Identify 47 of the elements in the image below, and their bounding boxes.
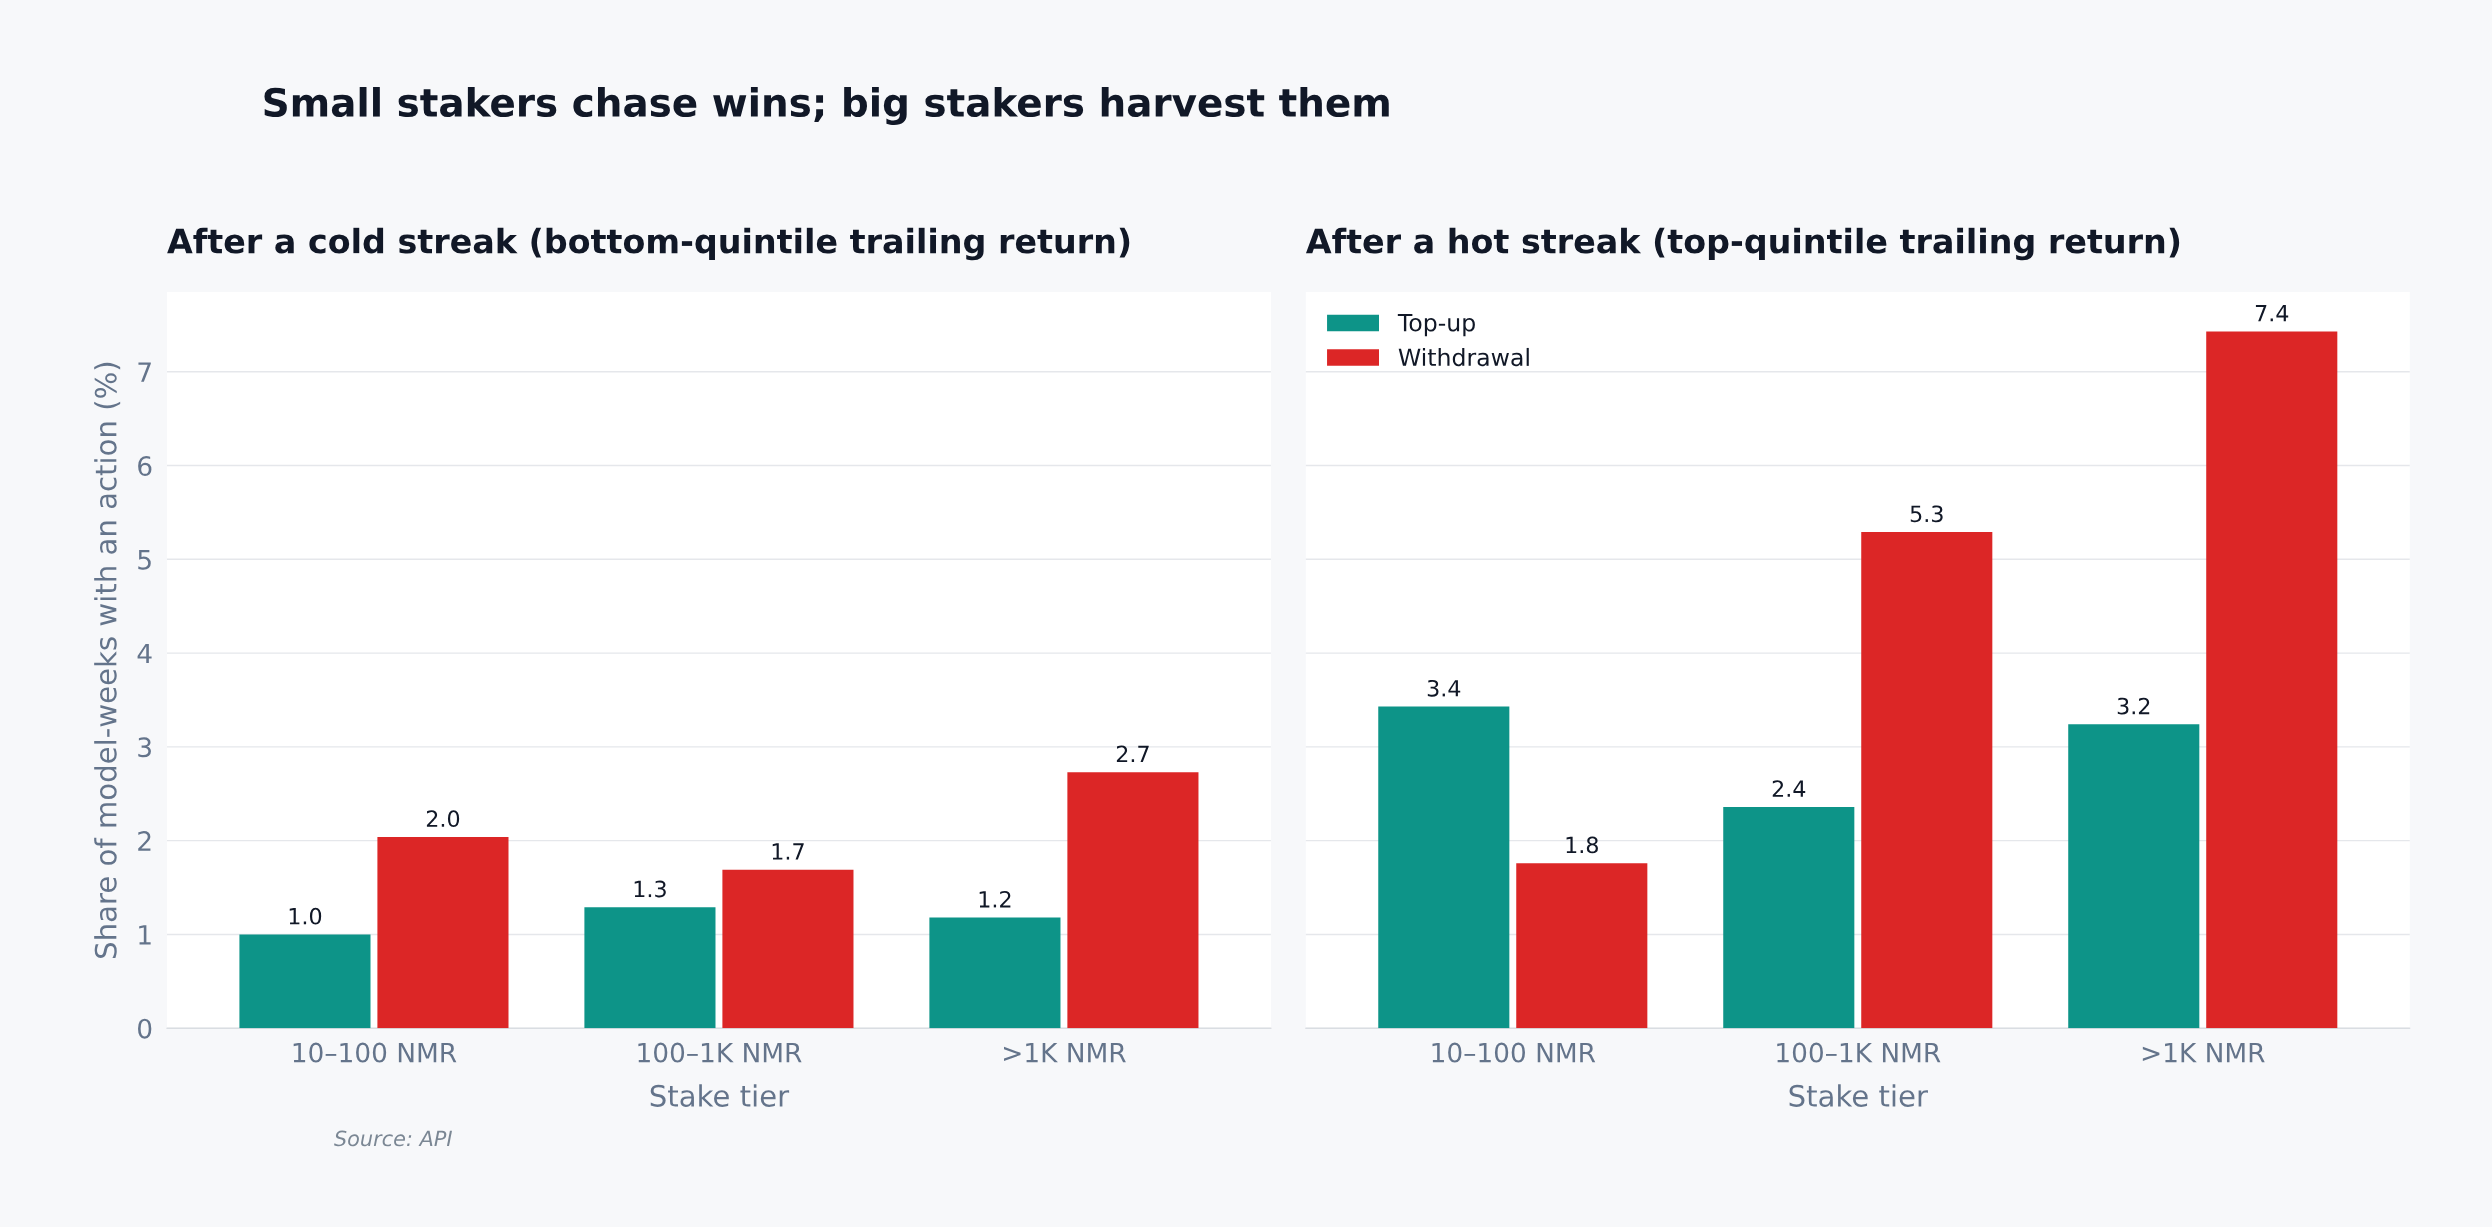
bar: [1378, 706, 1510, 1029]
y-tick-label: 1: [139, 925, 151, 945]
x-tick-label: >1K NMR: [1004, 1042, 1126, 1063]
bar: [1861, 532, 1993, 1029]
data-label: 1.8: [1566, 836, 1598, 854]
y-tick-label: 5: [138, 550, 151, 570]
data-label: 1.2: [979, 890, 1011, 908]
y-tick-label: 0: [138, 1018, 152, 1039]
x-tick-label: 10–100 NMR: [1432, 1042, 1596, 1063]
chart-title: After a hot streak (top-quintile trailing return): [1305, 227, 2180, 261]
y-axis-title: Share of model-weeks with an action (%): [94, 362, 121, 958]
chart-title: Small stakers chase wins; big stakers harvest them: [264, 87, 1389, 125]
x-tick-label: 100–1K NMR: [1777, 1042, 1941, 1063]
y-tick-label: 2: [138, 831, 151, 851]
y-tick-label: 7: [138, 362, 151, 382]
bar: [722, 869, 854, 1029]
x-tick-label: 10–100 NMR: [293, 1042, 457, 1063]
bar: [584, 907, 716, 1029]
x-axis-title: Stake tier: [650, 1084, 790, 1107]
y-tick-label: 3: [138, 737, 151, 758]
bar: [1723, 806, 1855, 1029]
legend-label: Top-up: [1397, 314, 1475, 337]
bar: [2206, 331, 2338, 1029]
y-tick-label: 4: [137, 643, 152, 664]
data-label: 2.0: [426, 810, 460, 828]
x-axis-title: Stake tier: [1789, 1084, 1928, 1107]
data-label: 1.7: [772, 843, 804, 860]
data-label: 2.7: [1116, 745, 1149, 763]
bar: [1067, 772, 1199, 1029]
data-label: 3.4: [1427, 679, 1461, 697]
y-tick-label: 6: [138, 455, 152, 476]
bar: [239, 934, 371, 1029]
legend-label: Withdrawal: [1398, 347, 1529, 367]
x-tick-label: 100–1K NMR: [638, 1042, 802, 1063]
data-label: 7.4: [2255, 305, 2289, 322]
data-label: 5.3: [1910, 505, 1943, 523]
data-label: 1.3: [634, 880, 666, 898]
bar: [377, 836, 509, 1029]
x-tick-label: >1K NMR: [2142, 1042, 2265, 1063]
data-label: 1.0: [289, 907, 322, 925]
bar: [1516, 863, 1648, 1029]
data-label: 3.2: [2117, 697, 2150, 715]
chart-subtitle: After a cold streak (bottom-quintile trailing return): [167, 227, 1130, 261]
bar: [929, 917, 1061, 1029]
bar: [2068, 724, 2200, 1029]
source-note: Source: API: [334, 1130, 452, 1147]
data-label: 2.4: [1772, 780, 1806, 797]
